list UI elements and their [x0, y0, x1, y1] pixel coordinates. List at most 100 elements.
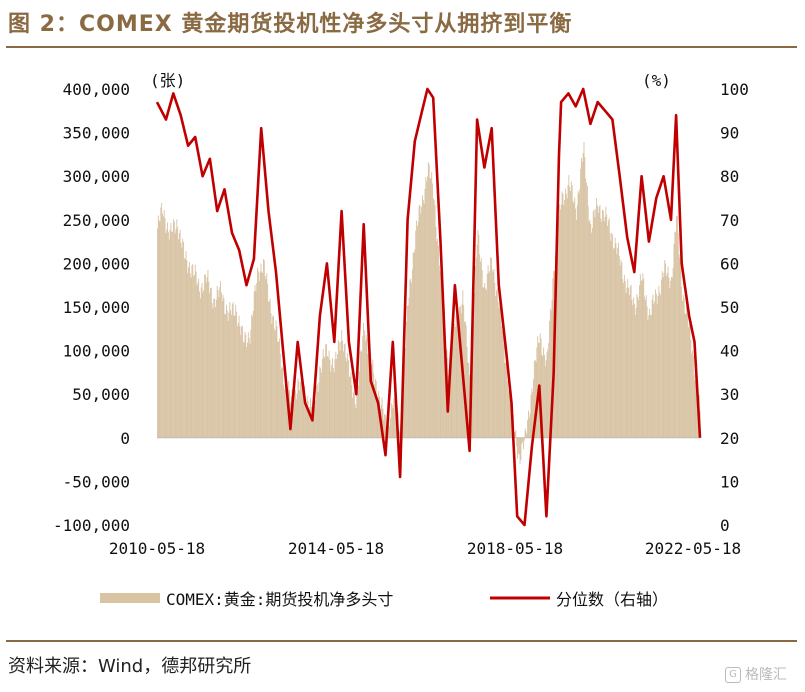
right-tick-label: 30	[720, 385, 739, 404]
net-long-bars	[157, 142, 701, 465]
net-long-bar	[266, 273, 268, 438]
net-long-bar	[516, 437, 518, 447]
net-long-bar	[543, 347, 545, 438]
net-long-bar	[293, 404, 295, 438]
net-long-bar	[264, 275, 266, 438]
net-long-bar	[663, 272, 665, 438]
net-long-bar	[522, 437, 524, 450]
net-long-bar	[618, 255, 620, 438]
net-long-bar	[665, 263, 667, 438]
net-long-bar	[618, 242, 619, 438]
net-long-bar	[163, 209, 165, 438]
chart: 400,000 350,000 300,000 250,000 200,000 150,0…	[53, 71, 749, 609]
net-long-bar	[667, 266, 669, 438]
net-long-bar	[656, 303, 658, 438]
net-long-bar	[315, 400, 317, 438]
net-long-bar	[478, 234, 480, 438]
right-tick-label: 50	[720, 298, 739, 317]
net-long-bar	[274, 330, 276, 438]
net-long-bar	[613, 247, 615, 438]
net-long-bar	[499, 300, 501, 438]
net-long-bar	[628, 287, 630, 438]
net-long-bar	[158, 220, 160, 438]
net-long-bar	[480, 261, 481, 438]
net-long-bar	[331, 364, 333, 438]
net-long-bar	[435, 226, 437, 438]
net-long-bar	[517, 437, 518, 459]
net-long-bar	[356, 395, 358, 438]
net-long-bar	[363, 330, 365, 438]
net-long-bar	[482, 287, 484, 438]
net-long-bar	[362, 336, 364, 438]
net-long-bar	[225, 304, 227, 438]
net-long-bar	[638, 300, 640, 438]
net-long-bar	[365, 335, 367, 438]
net-long-bar	[179, 229, 181, 438]
left-axis-unit: (张)	[150, 71, 185, 90]
net-long-bar	[436, 241, 438, 438]
net-long-bar	[483, 287, 485, 438]
net-long-bar	[324, 357, 326, 438]
net-long-bar	[249, 343, 251, 438]
net-long-bar	[326, 355, 328, 438]
net-long-bar	[497, 302, 499, 438]
net-long-bar	[202, 292, 204, 438]
net-long-bar	[484, 283, 486, 438]
net-long-bar	[193, 275, 195, 438]
net-long-bar	[199, 298, 201, 438]
net-long-bar	[586, 182, 587, 438]
net-long-bar	[321, 359, 323, 438]
net-long-bar	[310, 406, 312, 438]
net-long-bar	[643, 278, 645, 438]
net-long-bar	[348, 376, 350, 438]
net-long-bar	[170, 223, 172, 438]
net-long-bar	[320, 368, 322, 438]
net-long-bar	[596, 198, 598, 438]
net-long-bar	[273, 328, 275, 438]
net-long-bar	[428, 164, 430, 438]
left-tick-label: 0	[120, 429, 130, 448]
net-long-bar	[271, 323, 273, 438]
net-long-bar	[525, 431, 527, 438]
net-long-bar	[684, 313, 686, 438]
net-long-bar	[230, 310, 232, 438]
net-long-bar	[477, 229, 479, 438]
net-long-bar	[490, 257, 492, 438]
net-long-bar	[185, 250, 187, 438]
net-long-bar	[601, 221, 603, 438]
net-long-bar	[515, 430, 517, 438]
net-long-bar	[506, 380, 508, 438]
net-long-bar	[349, 376, 351, 438]
net-long-bar	[501, 330, 503, 438]
net-long-bar	[679, 257, 681, 438]
net-long-bar	[665, 275, 667, 438]
net-long-bar	[316, 385, 317, 438]
left-tick-label: 200,000	[63, 254, 130, 273]
net-long-bar	[214, 298, 216, 438]
net-long-bar	[183, 242, 184, 438]
net-long-bar	[509, 388, 511, 438]
net-long-bar	[522, 437, 524, 443]
net-long-bar	[570, 191, 571, 438]
net-long-bar	[277, 341, 279, 438]
net-long-bar	[495, 295, 497, 438]
percentile-line	[155, 87, 702, 527]
net-long-bar	[690, 339, 692, 438]
net-long-bar	[354, 404, 356, 438]
net-long-bar	[236, 311, 237, 438]
net-long-bar	[691, 353, 693, 438]
net-long-bar	[342, 351, 344, 438]
net-long-bar	[676, 215, 678, 438]
net-long-bar	[529, 413, 531, 438]
net-long-bar	[593, 209, 595, 438]
net-long-bar	[408, 297, 410, 438]
net-long-bar	[650, 314, 651, 438]
net-long-bar	[180, 242, 182, 438]
net-long-bar	[210, 287, 212, 438]
net-long-bar	[670, 280, 672, 438]
net-long-bar	[498, 307, 500, 438]
net-long-bar	[583, 142, 585, 438]
x-axis-ticks: 2010-05-18 2014-05-18 2018-05-18 2022-05-18	[109, 539, 741, 558]
net-long-bar	[580, 168, 582, 438]
